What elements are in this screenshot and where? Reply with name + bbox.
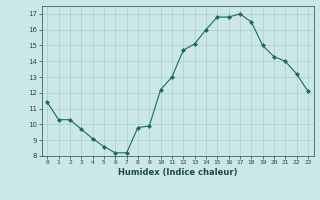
X-axis label: Humidex (Indice chaleur): Humidex (Indice chaleur) [118,168,237,177]
